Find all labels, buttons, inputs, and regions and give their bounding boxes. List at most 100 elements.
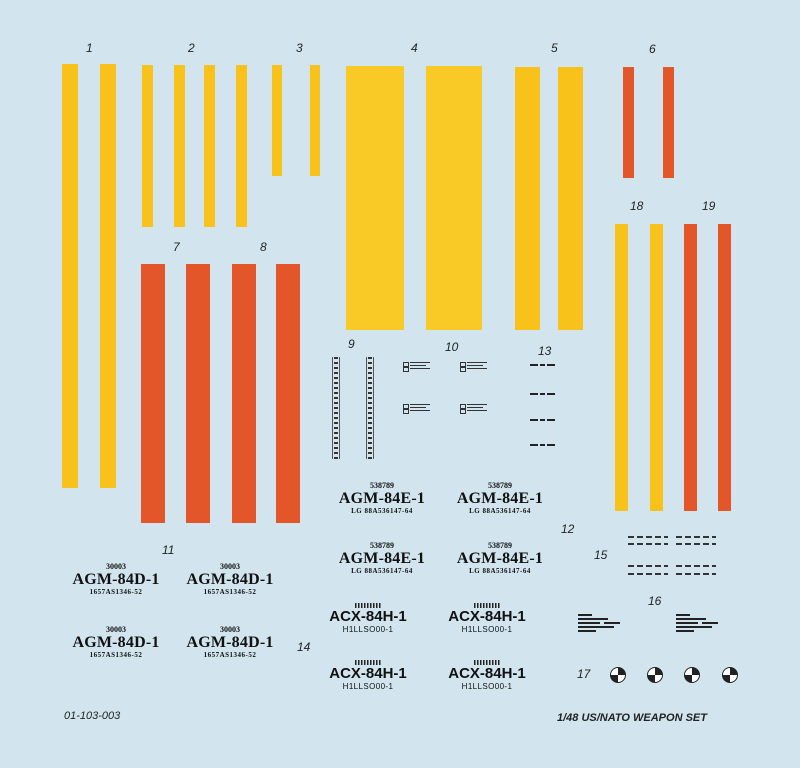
- stripe-1a: [62, 64, 78, 488]
- mark-13c: [530, 419, 555, 423]
- data-block-10c: [403, 404, 431, 414]
- dash-12c: [628, 543, 668, 545]
- agm84d-lot: 1657AS1346-52: [89, 651, 143, 659]
- acx84h-block-4: ACX-84H-1 H1LLSO00-1: [437, 660, 537, 691]
- mark-16b: [676, 614, 720, 638]
- agm84d-lot: 1657AS1346-52: [89, 588, 143, 596]
- agm84d-block-2: 30003 AGM-84D-1 1657AS1346-52: [180, 562, 280, 597]
- roundel-17a: [610, 667, 626, 683]
- acx84h-block-3: ACX-84H-1 H1LLSO00-1: [318, 660, 418, 691]
- agm84e-serial: 538789: [370, 481, 394, 490]
- acx84h-code: H1LLSO00-1: [342, 682, 394, 691]
- stripe-2d: [236, 65, 247, 227]
- stripe-3b: [310, 65, 320, 176]
- agm84d-designation: AGM-84D-1: [72, 571, 160, 588]
- stripe-2c: [204, 65, 215, 227]
- dash-15d: [676, 573, 716, 575]
- agm84d-serial: 30003: [220, 625, 240, 634]
- data-block-10b: [460, 362, 488, 372]
- agm84e-serial: 538789: [488, 541, 512, 550]
- dash-15b: [676, 565, 716, 567]
- agm84d-block-1: 30003 AGM-84D-1 1657AS1346-52: [66, 562, 166, 597]
- stripe-2b: [174, 65, 185, 227]
- agm84e-designation: AGM-84E-1: [456, 550, 544, 567]
- label-15: 15: [594, 548, 608, 562]
- agm84d-designation: AGM-84D-1: [186, 571, 274, 588]
- agm84d-designation: AGM-84D-1: [72, 634, 160, 651]
- stripe-6a: [623, 67, 634, 178]
- label-9: 9: [348, 337, 355, 351]
- agm84d-block-3: 30003 AGM-84D-1 1657AS1346-52: [66, 625, 166, 660]
- label-7: 7: [173, 240, 180, 254]
- stripe-18b: [650, 224, 663, 511]
- agm84e-block-4: 538789 AGM-84E-1 LG 88A536147-64: [450, 541, 550, 576]
- agm84e-lot: LG 88A536147-64: [351, 507, 413, 515]
- agm84d-block-4: 30003 AGM-84D-1 1657AS1346-52: [180, 625, 280, 660]
- stripe-7a: [141, 264, 165, 523]
- acx84h-designation: ACX-84H-1: [329, 665, 407, 682]
- dash-15c: [628, 573, 668, 575]
- label-6: 6: [649, 42, 656, 56]
- agm84d-designation: AGM-84D-1: [186, 634, 274, 651]
- acx84h-block-2: ACX-84H-1 H1LLSO00-1: [437, 603, 537, 634]
- stripe-6b: [663, 67, 674, 178]
- part-number: 01-103-003: [64, 710, 121, 722]
- stripe-19b: [718, 224, 731, 511]
- stripe-7b: [186, 264, 210, 523]
- agm84e-lot: LG 88A536147-64: [351, 567, 413, 575]
- label-11: 11: [162, 543, 175, 557]
- data-block-10a: [403, 362, 431, 372]
- mark-16a: [578, 614, 622, 638]
- agm84e-lot: LG 88A536147-64: [469, 567, 531, 575]
- dash-12b: [676, 536, 716, 538]
- mark-13b: [530, 393, 555, 397]
- agm84d-serial: 30003: [106, 625, 126, 634]
- acx84h-code: H1LLSO00-1: [342, 625, 394, 634]
- label-8: 8: [260, 240, 267, 254]
- label-12: 12: [561, 522, 575, 536]
- mark-13d: [530, 444, 555, 448]
- agm84e-block-2: 538789 AGM-84E-1 LG 88A536147-64: [450, 481, 550, 516]
- agm84e-block-3: 538789 AGM-84E-1 LG 88A536147-64: [332, 541, 432, 576]
- stripe-2a: [142, 65, 153, 227]
- agm84d-lot: 1657AS1346-52: [203, 588, 257, 596]
- dash-12a: [628, 536, 668, 538]
- stripe-5a: [515, 67, 540, 330]
- stripe-18a: [615, 224, 628, 511]
- ladder-9a: [332, 357, 340, 459]
- ladder-9b: [366, 357, 374, 459]
- label-4: 4: [411, 41, 418, 55]
- agm84e-designation: AGM-84E-1: [338, 550, 426, 567]
- acx84h-designation: ACX-84H-1: [329, 608, 407, 625]
- label-3: 3: [296, 41, 303, 55]
- dash-12d: [676, 543, 716, 545]
- acx84h-designation: ACX-84H-1: [448, 665, 526, 682]
- acx84h-code: H1LLSO00-1: [461, 682, 513, 691]
- agm84e-serial: 538789: [370, 541, 394, 550]
- mark-13a: [530, 364, 555, 368]
- agm84e-block-1: 538789 AGM-84E-1 LG 88A536147-64: [332, 481, 432, 516]
- agm84e-serial: 538789: [488, 481, 512, 490]
- stripe-1b: [100, 64, 116, 488]
- stripe-8a: [232, 264, 256, 523]
- label-5: 5: [551, 41, 558, 55]
- agm84e-lot: LG 88A536147-64: [469, 507, 531, 515]
- stripe-19a: [684, 224, 697, 511]
- data-block-10d: [460, 404, 488, 414]
- roundel-17d: [722, 667, 738, 683]
- stripe-8b: [276, 264, 300, 523]
- agm84d-lot: 1657AS1346-52: [203, 651, 257, 659]
- label-2: 2: [188, 41, 195, 55]
- label-17: 17: [577, 667, 591, 681]
- agm84d-serial: 30003: [106, 562, 126, 571]
- label-10: 10: [445, 340, 459, 354]
- agm84e-designation: AGM-84E-1: [456, 490, 544, 507]
- agm84d-serial: 30003: [220, 562, 240, 571]
- stripe-3a: [272, 65, 282, 176]
- stripe-4a: [346, 66, 404, 330]
- label-14: 14: [297, 640, 311, 654]
- label-19: 19: [702, 199, 716, 213]
- label-13: 13: [538, 344, 552, 358]
- dash-15a: [628, 565, 668, 567]
- acx84h-code: H1LLSO00-1: [461, 625, 513, 634]
